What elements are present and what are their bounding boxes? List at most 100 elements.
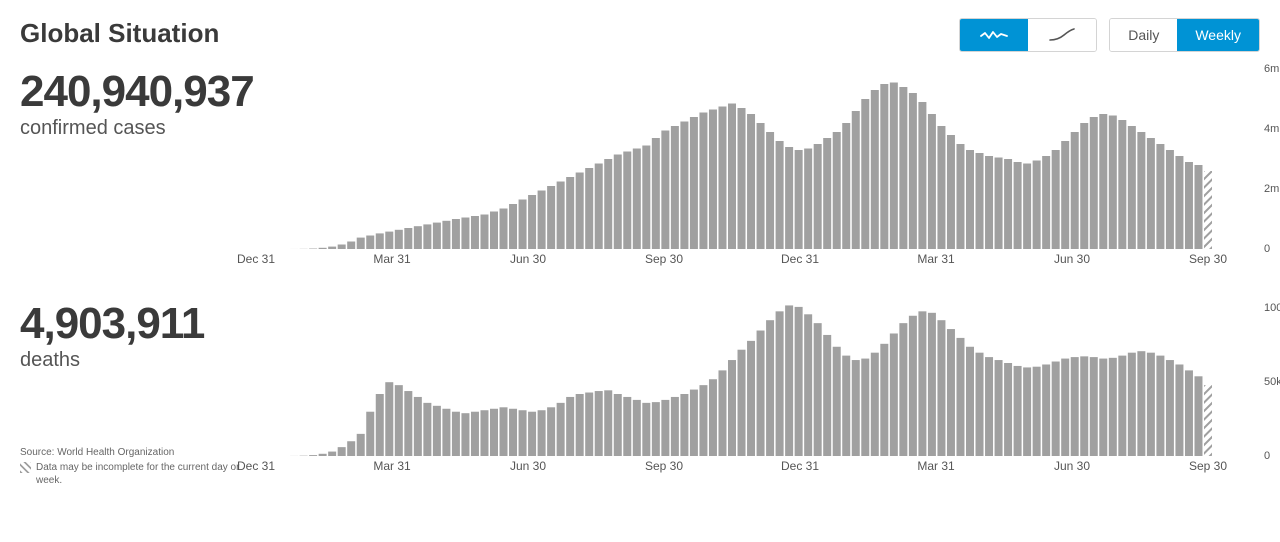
bar	[680, 394, 688, 456]
bar	[423, 224, 431, 249]
x-tick: Sep 30	[1189, 459, 1227, 473]
bar	[471, 412, 479, 456]
deaths-label: deaths	[20, 349, 242, 372]
bar	[509, 204, 517, 249]
bar	[1109, 358, 1117, 456]
bar	[852, 360, 860, 456]
bar	[1166, 360, 1174, 456]
raw-view-button[interactable]	[960, 19, 1028, 51]
bar	[757, 331, 765, 456]
x-tick: Dec 31	[781, 459, 819, 473]
x-tick: Dec 31	[237, 252, 275, 266]
y-tick: 100k	[1264, 302, 1280, 314]
bar	[947, 329, 955, 456]
smoothed-view-button[interactable]	[1028, 19, 1096, 51]
bar	[709, 379, 717, 456]
bar	[804, 149, 812, 250]
bar	[937, 126, 945, 249]
bar	[395, 385, 403, 456]
bar	[861, 359, 869, 456]
x-tick: Mar 31	[373, 459, 410, 473]
curve-icon	[1048, 28, 1076, 42]
bar	[1118, 120, 1126, 249]
bar	[1147, 138, 1155, 249]
bar	[385, 232, 393, 249]
deaths-value: 4,903,911	[20, 301, 242, 347]
bar	[538, 410, 546, 456]
bar	[547, 186, 555, 249]
bar	[528, 412, 536, 456]
bar	[890, 83, 898, 250]
bar	[1099, 359, 1107, 456]
bar	[871, 90, 879, 249]
bar	[338, 447, 346, 456]
bar	[1137, 132, 1145, 249]
bar	[480, 215, 488, 250]
bar	[604, 390, 612, 456]
bar	[1090, 357, 1098, 456]
bar	[366, 412, 374, 456]
x-tick: Jun 30	[1054, 252, 1090, 266]
bar	[480, 410, 488, 456]
hatch-swatch-icon	[20, 462, 31, 473]
bar	[576, 173, 584, 250]
bar	[442, 409, 450, 456]
bar	[557, 182, 565, 250]
bar	[747, 341, 755, 456]
bar	[928, 114, 936, 249]
bar	[814, 144, 822, 249]
bar	[652, 138, 660, 249]
source-note: Source: World Health Organization	[20, 446, 242, 459]
bar	[985, 357, 993, 456]
bar	[585, 168, 593, 249]
bar	[614, 155, 622, 250]
bar	[1090, 117, 1098, 249]
cases-chart: 02m4m6m	[252, 69, 1260, 249]
bar	[471, 216, 479, 249]
bar	[1156, 356, 1164, 456]
bar	[538, 191, 546, 250]
bar	[490, 212, 498, 250]
jagged-line-icon	[980, 29, 1008, 41]
bar	[566, 397, 574, 456]
bar	[766, 320, 774, 456]
bar	[500, 407, 508, 456]
bar	[1004, 363, 1012, 456]
bar	[1166, 150, 1174, 249]
weekly-button[interactable]: Weekly	[1177, 19, 1259, 51]
bar	[519, 410, 527, 456]
bar	[995, 158, 1003, 250]
bar	[899, 323, 907, 456]
bar	[347, 441, 355, 456]
chart-type-toggle	[959, 18, 1097, 52]
bar	[404, 228, 412, 249]
bar	[956, 338, 964, 456]
bar	[1080, 123, 1088, 249]
bar	[1137, 351, 1145, 456]
bar	[423, 403, 431, 456]
bar	[918, 311, 926, 456]
bar	[995, 360, 1003, 456]
bar	[918, 102, 926, 249]
controls: Daily Weekly	[959, 18, 1260, 52]
bar	[461, 413, 469, 456]
bar	[452, 412, 460, 456]
x-tick: Sep 30	[645, 252, 683, 266]
bar	[785, 305, 793, 456]
bar	[976, 153, 984, 249]
daily-button[interactable]: Daily	[1110, 19, 1177, 51]
cases-label: confirmed cases	[20, 117, 242, 140]
bar	[500, 209, 508, 250]
x-tick: Dec 31	[781, 252, 819, 266]
bar	[718, 370, 726, 456]
x-tick: Mar 31	[373, 252, 410, 266]
bar	[1080, 356, 1088, 456]
bar	[357, 434, 365, 456]
bar	[1033, 367, 1041, 456]
bar	[937, 320, 945, 456]
bar	[880, 84, 888, 249]
bar	[1042, 156, 1050, 249]
bar	[747, 114, 755, 249]
bar	[1023, 164, 1031, 250]
x-tick: Jun 30	[510, 252, 546, 266]
